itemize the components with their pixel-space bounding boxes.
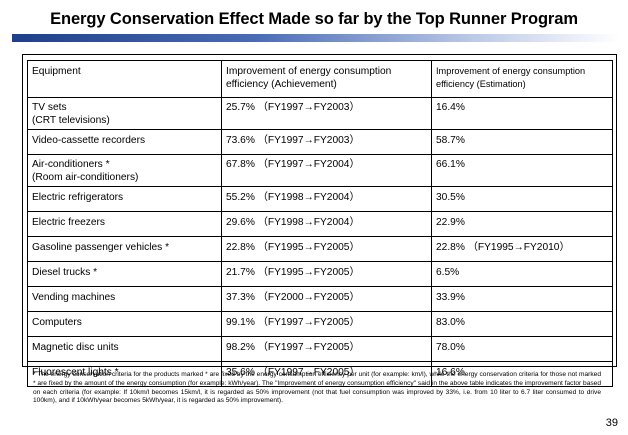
page-title: Energy Conservation Effect Made so far b… — [50, 10, 578, 28]
title-underline — [12, 34, 620, 42]
table-row: Air-conditioners * (Room air-conditioners… — [27, 154, 613, 187]
header-equipment: Equipment — [27, 60, 222, 98]
cell-equipment: Computers — [27, 311, 222, 337]
equipment-name: Computers — [32, 317, 82, 328]
cell-estimation: 6.5% — [431, 261, 613, 287]
cell-equipment: Video-cassette recorders — [27, 129, 222, 155]
cell-equipment: TV sets (CRT televisions) — [27, 97, 222, 130]
cell-achievement: 98.2% （FY1997→FY2005） — [221, 336, 432, 362]
table-row: Video-cassette recorders 73.6% （FY1997→FY… — [27, 129, 613, 155]
cell-estimation: 22.8% （FY1995→FY2010） — [431, 236, 613, 262]
equipment-name: Air-conditioners * — [32, 159, 110, 170]
cell-achievement: 55.2% （FY1998→FY2004） — [221, 186, 432, 212]
cell-equipment: Air-conditioners * (Room air-conditioners… — [27, 154, 222, 187]
cell-equipment: Vending machines — [27, 286, 222, 312]
energy-efficiency-table: Equipment Improvement of energy consumpt… — [27, 60, 613, 387]
cell-estimation: 33.9% — [431, 286, 613, 312]
table-row: Magnetic disc units 98.2% （FY1997→FY2005）… — [27, 336, 613, 362]
equipment-subname: (Room air-conditioners) — [32, 172, 139, 183]
cell-achievement: 67.8% （FY1997→FY2004） — [221, 154, 432, 187]
table-row: Gasoline passenger vehicles * 22.8% （FY19… — [27, 236, 613, 262]
cell-estimation: 66.1% — [431, 154, 613, 187]
table-row: Diesel trucks * 21.7% （FY1995→FY2005） 6.5% — [27, 261, 613, 287]
cell-estimation: 30.5% — [431, 186, 613, 212]
cell-estimation: 16.6% — [431, 361, 613, 387]
equipment-name: Video-cassette recorders — [32, 135, 146, 146]
table-row: Vending machines 37.3% （FY2000→FY2005） 33.… — [27, 286, 613, 312]
cell-estimation: 58.7% — [431, 129, 613, 155]
cell-achievement: 35.6% （FY1997→FY2005） — [221, 361, 432, 387]
table-row: TV sets (CRT televisions) 25.7% （FY1997→FY… — [27, 97, 613, 130]
cell-estimation: 16.4% — [431, 97, 613, 130]
cell-achievement: 37.3% （FY2000→FY2005） — [221, 286, 432, 312]
table-row: Electric freezers 29.6% （FY1998→FY2004） 22… — [27, 211, 613, 237]
equipment-name: TV sets — [32, 102, 67, 113]
header-estimation: Improvement of energy consumption effici… — [431, 60, 613, 98]
cell-estimation: 83.0% — [431, 311, 613, 337]
cell-equipment: Electric freezers — [27, 211, 222, 237]
cell-equipment: Electric refrigerators — [27, 186, 222, 212]
equipment-subname: (CRT televisions) — [32, 115, 110, 126]
table-row: Electric refrigerators 55.2% （FY1998→FY20… — [27, 186, 613, 212]
footnote: * The energy conservation criteria for t… — [33, 371, 601, 405]
header-achievement: Improvement of energy consumption effici… — [221, 60, 432, 98]
cell-achievement: 22.8% （FY1995→FY2005） — [221, 236, 432, 262]
cell-equipment: Gasoline passenger vehicles * — [27, 236, 222, 262]
equipment-name: Electric refrigerators — [32, 192, 124, 203]
equipment-name: Magnetic disc units — [32, 342, 119, 353]
cell-equipment: Magnetic disc units — [27, 336, 222, 362]
cell-equipment: Fluorescent lights * — [27, 361, 222, 387]
cell-achievement: 29.6% （FY1998→FY2004） — [221, 211, 432, 237]
cell-achievement: 21.7% （FY1995→FY2005） — [221, 261, 432, 287]
cell-equipment: Diesel trucks * — [27, 261, 222, 287]
table-row: Fluorescent lights * 35.6% （FY1997→FY2005… — [27, 361, 613, 387]
cell-achievement: 99.1% （FY1997→FY2005） — [221, 311, 432, 337]
equipment-name: Electric freezers — [32, 217, 106, 228]
cell-achievement: 25.7% （FY1997→FY2003） — [221, 97, 432, 130]
table-header-row: Equipment Improvement of energy consumpt… — [27, 60, 613, 98]
equipment-name: Vending machines — [32, 292, 116, 303]
equipment-name: Diesel trucks * — [32, 267, 98, 278]
equipment-name: Fluorescent lights * — [32, 367, 119, 378]
cell-achievement: 73.6% （FY1997→FY2003） — [221, 129, 432, 155]
page-number: 39 — [605, 417, 618, 429]
equipment-name: Gasoline passenger vehicles * — [32, 242, 170, 253]
table-row: Computers 99.1% （FY1997→FY2005） 83.0% — [27, 311, 613, 337]
cell-estimation: 78.0% — [431, 336, 613, 362]
cell-estimation: 22.9% — [431, 211, 613, 237]
